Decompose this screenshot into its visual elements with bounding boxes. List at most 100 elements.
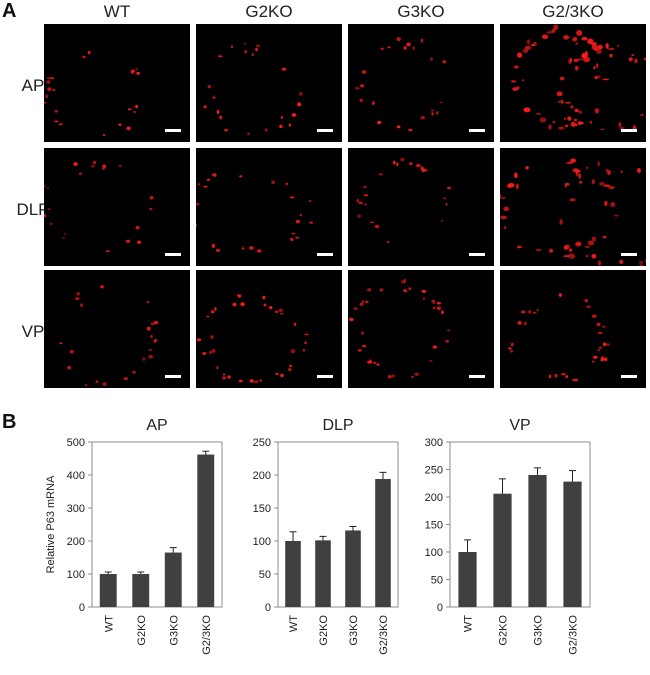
p63-signal-dot — [575, 65, 579, 71]
p63-signal-dot — [639, 114, 645, 116]
p63-signal-dot — [559, 219, 563, 225]
p63-signal-dot — [420, 116, 425, 120]
p63-signal-dot — [362, 300, 364, 303]
p63-signal-dot — [414, 372, 420, 376]
micrograph-ap-wt — [44, 24, 190, 142]
micrograph-ap-g3ko — [348, 24, 494, 142]
p63-signal-dot — [231, 45, 233, 49]
bar-wt — [458, 552, 477, 607]
x-category-label: G2KO — [136, 615, 148, 646]
p63-signal-dot — [47, 208, 51, 210]
p63-signal-dot — [281, 67, 287, 71]
p63-signal-dot — [285, 182, 289, 185]
chart-vp: VP 0 50 100 150 200 250 300 WT G2KO G3KO G2/3KO — [400, 410, 600, 675]
p63-signal-dot — [376, 363, 380, 366]
y-tick-label: 300 — [425, 437, 443, 449]
bar-g2ko — [132, 574, 150, 607]
p63-signal-dot — [553, 24, 559, 31]
bar-g3ko — [345, 530, 361, 607]
p63-signal-dot — [256, 44, 261, 48]
p63-signal-dot — [135, 226, 140, 230]
p63-signal-dot — [135, 68, 138, 71]
p63-signal-dot — [209, 350, 212, 355]
p63-signal-dot — [197, 183, 201, 185]
p63-signal-dot — [411, 375, 414, 379]
p63-signal-dot — [436, 306, 441, 310]
p63-signal-dot — [62, 237, 65, 239]
p63-signal-dot — [532, 311, 537, 314]
column-header-wt: WT — [103, 2, 131, 21]
y-tick-label: 100 — [425, 547, 443, 559]
p63-signal-dot — [593, 355, 597, 359]
p63-signal-dot — [216, 109, 220, 114]
error-bar-g2ko — [319, 535, 327, 541]
p63-signal-dot — [556, 91, 563, 97]
p63-signal-dot — [551, 28, 556, 33]
x-category-label: G2/3KO — [378, 615, 390, 655]
p63-signal-dot — [361, 344, 367, 348]
p63-signal-dot — [146, 301, 150, 304]
p63-signal-dot — [210, 310, 215, 314]
micrograph-ap-g2ko — [196, 24, 342, 142]
x-category-label: G2KO — [318, 615, 330, 646]
x-category-label: WT — [103, 615, 115, 632]
p63-signal-dot — [442, 197, 447, 200]
row-label-dlp: DLP — [16, 200, 50, 219]
p63-signal-dot — [565, 375, 569, 379]
p63-signal-dot — [387, 46, 391, 49]
p63-signal-dot — [594, 108, 600, 114]
p63-signal-dot — [58, 123, 63, 126]
p63-signal-dot — [67, 365, 72, 370]
p63-signal-dot — [503, 206, 510, 211]
p63-signal-dot — [196, 223, 197, 227]
scale-bar — [621, 253, 637, 256]
p63-signal-dot — [297, 102, 302, 107]
p63-signal-dot — [439, 101, 443, 104]
p63-signal-dot — [584, 246, 590, 248]
bar-wt — [285, 541, 301, 607]
p63-signal-dot — [504, 225, 507, 230]
error-bar-wt — [289, 531, 297, 541]
p63-signal-dot — [359, 302, 364, 306]
p63-signal-dot — [573, 58, 579, 63]
p63-signal-dot — [137, 240, 141, 244]
y-tick-label: 200 — [253, 470, 271, 482]
p63-signal-dot — [591, 236, 597, 242]
y-tick-label: 150 — [253, 503, 271, 515]
p63-signal-dot — [369, 221, 375, 224]
p63-signal-dot — [280, 116, 283, 119]
p63-signal-dot — [69, 349, 75, 354]
p63-signal-dot — [521, 79, 525, 82]
p63-signal-dot — [290, 237, 294, 242]
p63-signal-dot — [408, 128, 413, 132]
micrograph-dlp-wt — [44, 148, 190, 266]
p63-signal-dot — [254, 380, 259, 383]
y-tick-label: 200 — [425, 492, 443, 504]
error-bar-g2ko — [499, 478, 506, 494]
p63-signal-dot — [597, 260, 602, 266]
p63-signal-dot — [572, 168, 580, 172]
plot-frame — [277, 441, 399, 608]
y-tick-label: 50 — [259, 569, 271, 581]
p63-signal-dot — [49, 222, 53, 225]
p63-signal-dot — [605, 169, 609, 172]
p63-signal-dot — [290, 349, 296, 354]
p63-signal-dot — [403, 46, 407, 50]
row-label-ap: AP — [21, 76, 45, 95]
p63-signal-dot — [639, 264, 644, 266]
p63-signal-dot — [279, 312, 284, 315]
p63-signal-dot — [367, 360, 372, 364]
chart-ap: AP Relative P63 mRNA 0 100 200 300 400 500 WT G2K… — [40, 410, 232, 675]
p63-signal-dot — [206, 178, 211, 181]
p63-signal-dot — [598, 346, 603, 350]
p63-signal-dot — [279, 124, 283, 129]
p63-signal-dot — [422, 297, 426, 300]
p63-signal-dot — [605, 43, 609, 49]
p63-signal-dot — [403, 289, 407, 292]
p63-signal-dot — [392, 160, 396, 165]
p63-signal-dot — [596, 63, 599, 68]
p63-signal-dot — [372, 101, 375, 105]
p63-signal-dot — [575, 241, 582, 247]
p63-signal-dot — [548, 124, 552, 130]
error-bar-g2-3ko — [379, 471, 387, 479]
